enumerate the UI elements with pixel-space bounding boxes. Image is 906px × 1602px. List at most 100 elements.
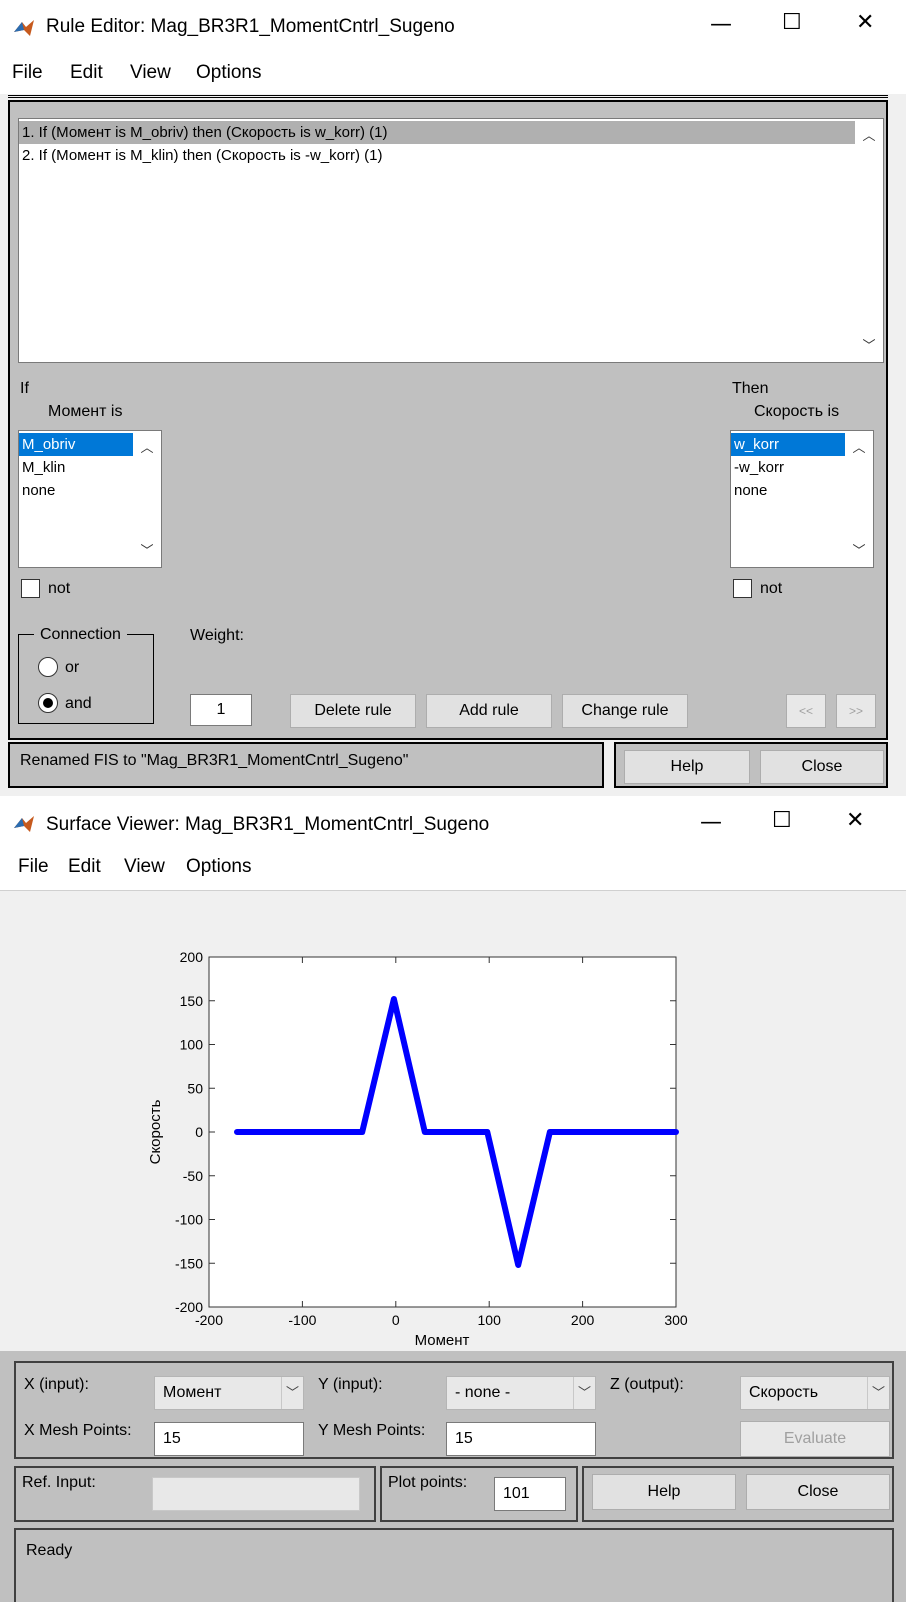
status-text: Renamed FIS to "Mag_BR3R1_MomentCntrl_Su… xyxy=(20,752,409,769)
then-label: Then xyxy=(732,380,769,397)
scroll-up-icon[interactable]: ︿ xyxy=(140,440,154,455)
menu-edit[interactable]: Edit xyxy=(70,62,103,83)
y-tick-label: -100 xyxy=(175,1212,203,1228)
plot-area: 200 150 100 50 0 -50 -100 -150 -200 -200 -100 0 100… xyxy=(0,891,906,1351)
menu-options[interactable]: Options xyxy=(196,62,262,83)
x-mesh-label: X Mesh Points: xyxy=(24,1422,132,1439)
y-tick-label: 50 xyxy=(187,1080,203,1096)
menu-file[interactable]: File xyxy=(18,856,49,877)
x-input-label: X (input): xyxy=(24,1376,89,1393)
x-tick-label: 200 xyxy=(571,1312,595,1328)
window-title: Rule Editor: Mag_BR3R1_MomentCntrl_Sugen… xyxy=(46,16,455,37)
x-tick-label: -100 xyxy=(288,1312,316,1328)
output-not-label: not xyxy=(760,580,783,597)
rule-list-scrollbar[interactable]: ︿ ﹀ xyxy=(855,119,883,362)
output-not-checkbox[interactable] xyxy=(733,579,752,598)
list-item[interactable]: w_korr xyxy=(731,433,845,456)
and-label: and xyxy=(65,695,92,712)
surface-viewer-titlebar[interactable]: Surface Viewer: Mag_BR3R1_MomentCntrl_Su… xyxy=(0,796,906,848)
menu-view[interactable]: View xyxy=(124,856,165,877)
delete-rule-button[interactable]: Delete rule xyxy=(290,694,416,728)
menu-options[interactable]: Options xyxy=(186,856,252,877)
maximize-icon[interactable]: ☐ xyxy=(772,808,792,833)
rule-editor-status-bar: Renamed FIS to "Mag_BR3R1_MomentCntrl_Su… xyxy=(8,742,604,788)
matlab-icon xyxy=(12,16,36,40)
minimize-icon[interactable]: — xyxy=(710,12,732,37)
weight-label: Weight: xyxy=(190,627,244,644)
menu-edit[interactable]: Edit xyxy=(68,856,101,877)
input-list-scrollbar[interactable]: ︿ ﹀ xyxy=(133,431,161,567)
scroll-down-icon[interactable]: ﹀ xyxy=(852,543,866,558)
window-title: Surface Viewer: Mag_BR3R1_MomentCntrl_Su… xyxy=(46,814,490,835)
menu-view[interactable]: View xyxy=(130,62,171,83)
y-input-label: Y (input): xyxy=(318,1376,383,1393)
rule-editor-titlebar[interactable]: Rule Editor: Mag_BR3R1_MomentCntrl_Sugen… xyxy=(0,0,906,54)
output-mf-list[interactable]: w_korr -w_korr none ︿ ﹀ xyxy=(730,430,874,568)
menu-file[interactable]: File xyxy=(12,62,43,83)
minimize-icon[interactable]: — xyxy=(700,810,722,835)
maximize-icon[interactable]: ☐ xyxy=(782,10,802,35)
help-button[interactable]: Help xyxy=(592,1474,736,1510)
list-item[interactable]: M_obriv xyxy=(19,433,133,456)
x-tick-label: 300 xyxy=(664,1312,688,1328)
x-axis-ticks: -200 -100 0 100 200 300 xyxy=(195,957,688,1328)
scroll-down-icon[interactable]: ﹀ xyxy=(140,543,154,558)
list-item[interactable]: none xyxy=(22,482,56,499)
plot-points-input[interactable]: 101 xyxy=(494,1477,566,1511)
add-rule-button[interactable]: Add rule xyxy=(426,694,552,728)
scroll-down-icon[interactable]: ﹀ xyxy=(862,338,876,353)
x-axis-label: Момент xyxy=(415,1332,470,1349)
change-rule-button[interactable]: Change rule xyxy=(562,694,688,728)
x-tick-label: 100 xyxy=(478,1312,502,1328)
output-curve xyxy=(234,996,679,1268)
help-button[interactable]: Help xyxy=(624,750,750,784)
input-variable-label: Момент is xyxy=(48,403,123,420)
menu-divider xyxy=(8,95,888,98)
or-label: or xyxy=(65,659,80,676)
connection-label: Connection xyxy=(34,626,127,644)
and-radio[interactable] xyxy=(38,693,58,713)
chevron-down-icon: ﹀ xyxy=(281,1377,303,1409)
y-mesh-input[interactable]: 15 xyxy=(446,1422,596,1456)
rule-item[interactable]: 1. If (Момент is M_obriv) then (Скорость… xyxy=(19,121,855,144)
list-item[interactable]: -w_korr xyxy=(734,459,785,476)
y-tick-label: -150 xyxy=(175,1255,203,1271)
rule-editor-menubar: File Edit View Options xyxy=(0,54,906,94)
weight-input[interactable]: 1 xyxy=(190,694,252,726)
x-mesh-input[interactable]: 15 xyxy=(154,1422,304,1456)
y-axis-ticks: 200 150 100 50 0 -50 -100 -150 -200 xyxy=(175,949,676,1315)
list-item[interactable]: M_klin xyxy=(22,459,66,476)
y-axis-label: Скорость xyxy=(147,1099,164,1164)
or-radio[interactable] xyxy=(38,657,58,677)
close-button[interactable]: Close xyxy=(746,1474,890,1510)
close-window-icon[interactable]: ✕ xyxy=(846,808,865,833)
status-text: Ready xyxy=(26,1542,73,1559)
evaluate-button[interactable]: Evaluate xyxy=(740,1421,890,1457)
rule-item[interactable]: 2. If (Момент is M_klin) then (Скорость … xyxy=(22,147,383,164)
ref-input-field[interactable] xyxy=(152,1477,360,1511)
x-input-select[interactable]: Момент ﹀ xyxy=(154,1376,304,1410)
y-input-value: - none - xyxy=(455,1384,511,1401)
next-rules-button[interactable]: >> xyxy=(836,694,876,728)
y-mesh-label: Y Mesh Points: xyxy=(318,1422,426,1439)
z-output-select[interactable]: Скорость ﹀ xyxy=(740,1376,890,1410)
output-list-scrollbar[interactable]: ︿ ﹀ xyxy=(845,431,873,567)
y-tick-label: 100 xyxy=(180,1037,204,1053)
surface-plot[interactable]: 200 150 100 50 0 -50 -100 -150 -200 -200 -100 0 100… xyxy=(0,891,906,1351)
y-tick-label: 200 xyxy=(180,949,204,965)
rule-list[interactable]: 1. If (Момент is M_obriv) then (Скорость… xyxy=(18,118,884,363)
input-mf-list[interactable]: M_obriv M_klin none ︿ ﹀ xyxy=(18,430,162,568)
z-output-label: Z (output): xyxy=(610,1376,684,1393)
y-tick-label: -50 xyxy=(183,1168,203,1184)
x-tick-label: -200 xyxy=(195,1312,223,1328)
close-button[interactable]: Close xyxy=(760,750,884,784)
scroll-up-icon[interactable]: ︿ xyxy=(862,128,876,143)
input-not-checkbox[interactable] xyxy=(21,579,40,598)
y-tick-label: 150 xyxy=(180,993,204,1009)
previous-rules-button[interactable]: << xyxy=(786,694,826,728)
list-item[interactable]: none xyxy=(734,482,768,499)
close-window-icon[interactable]: ✕ xyxy=(856,10,875,35)
chevron-down-icon: ﹀ xyxy=(573,1377,595,1409)
y-input-select[interactable]: - none - ﹀ xyxy=(446,1376,596,1410)
scroll-up-icon[interactable]: ︿ xyxy=(852,440,866,455)
